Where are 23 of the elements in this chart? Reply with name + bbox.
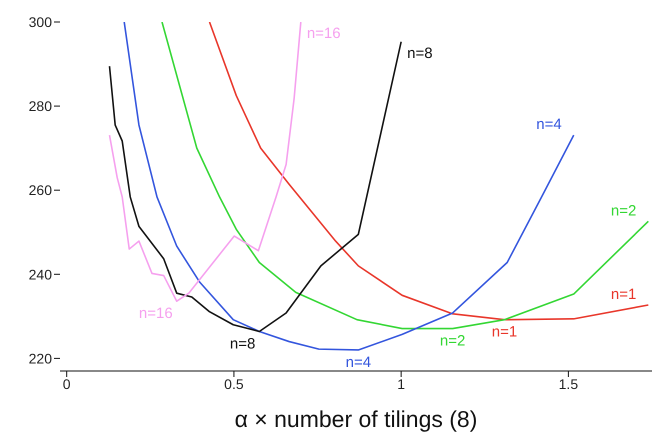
y-tick-label: 280 <box>28 98 52 114</box>
y-tick-label: 300 <box>28 14 52 30</box>
x-tick-label: 0.5 <box>224 376 244 392</box>
x-tick-label: 1.5 <box>558 376 578 392</box>
text: n=4 <box>536 116 562 134</box>
series-label: n=16 <box>138 305 173 322</box>
line-series <box>123 22 575 351</box>
series-label: n=8 <box>230 335 256 352</box>
series-label: n=2 <box>440 332 466 350</box>
x-tick-label: 1 <box>397 376 406 392</box>
x-tick-label: 0 <box>62 376 71 392</box>
line-series <box>108 40 402 332</box>
y-tick-label: 240 <box>28 266 52 282</box>
text: n=16 <box>306 25 341 42</box>
text: n=1 <box>610 286 636 303</box>
y-tick-label: 220 <box>28 350 52 366</box>
text: n=2 <box>610 202 636 220</box>
series-label: n=1 <box>492 324 518 341</box>
text: n=8 <box>407 44 433 62</box>
x-axis-title: α × number of tilings (8) <box>234 406 478 432</box>
series-label: n=4 <box>346 354 372 371</box>
y-tick-label: 260 <box>28 182 52 198</box>
line-series <box>108 22 302 302</box>
